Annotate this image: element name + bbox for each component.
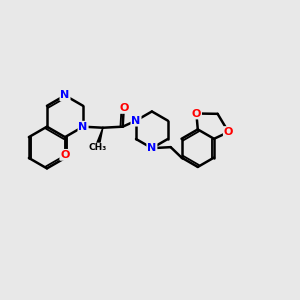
Polygon shape [96,128,103,146]
Text: CH₃: CH₃ [88,143,107,152]
Text: O: O [192,109,201,118]
Text: O: O [224,127,233,137]
Text: O: O [119,103,128,113]
Text: N: N [147,143,157,153]
Text: N: N [78,122,88,132]
Text: N: N [60,90,70,100]
Text: N: N [131,116,141,126]
Text: O: O [60,150,70,160]
